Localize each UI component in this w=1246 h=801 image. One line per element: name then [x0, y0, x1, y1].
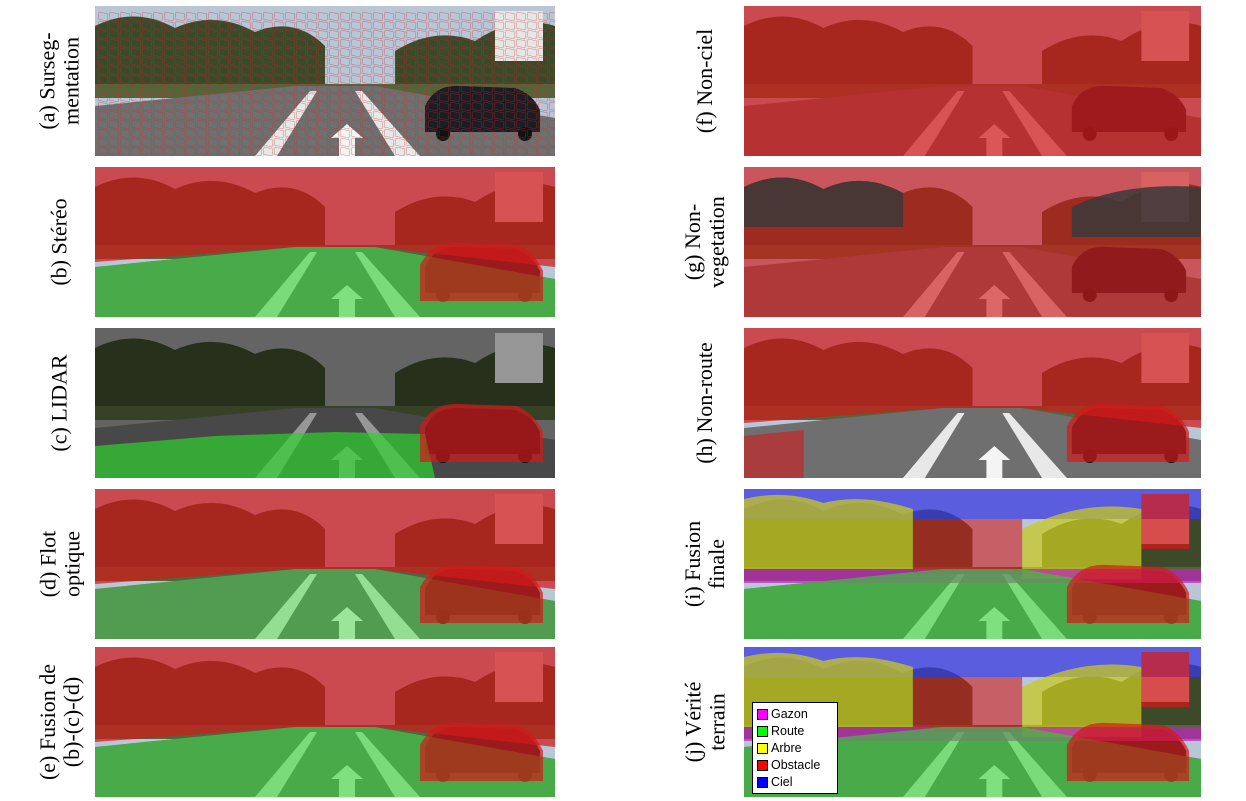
label-line: (h) Non-route	[692, 342, 718, 464]
panel-label: (c) LIDAR	[30, 328, 90, 478]
panel-label: (h) Non-route	[670, 328, 740, 478]
legend-swatch	[757, 726, 768, 737]
label-line: optique	[59, 531, 84, 597]
panel-label: (j) Vérité terrain	[670, 647, 740, 797]
legend-label: Gazon	[771, 707, 808, 721]
panel-label: (a) Surseg-mentation	[30, 6, 90, 156]
scene-image	[744, 167, 1201, 317]
panel-label: (b) Stéréo	[30, 167, 90, 317]
label-line: mentation	[59, 37, 85, 125]
scene-image	[95, 6, 555, 156]
panel-label: (i) Fusion finale	[670, 489, 740, 639]
panel-label: (g) Non-vegetation	[670, 167, 740, 317]
scene-image	[95, 647, 555, 797]
scene-image	[95, 489, 555, 639]
panel-label: (f) Non-ciel	[670, 6, 740, 156]
scene-image	[95, 328, 555, 478]
panel-label: (e) Fusion de (b)-(c)-(d)	[30, 647, 90, 797]
legend-label: Ciel	[771, 775, 793, 789]
legend-item: Route	[757, 723, 833, 740]
scene-image	[744, 328, 1201, 478]
label-line: (g) Non-	[680, 203, 706, 281]
scene-image	[95, 167, 555, 317]
label-line: (d) Flot	[35, 530, 60, 598]
label-line: (f) Non-ciel	[692, 28, 718, 134]
label-line: (e) Fusion de	[35, 663, 60, 781]
label-line: (i) Fusion	[680, 520, 705, 608]
label-line: terrain	[704, 693, 729, 751]
legend-label: Obstacle	[771, 758, 821, 772]
legend-item: Arbre	[757, 740, 833, 757]
label-line: (c) LIDAR	[47, 354, 73, 452]
legend-item: Gazon	[757, 706, 833, 723]
legend-swatch	[757, 760, 768, 771]
legend-label: Route	[771, 724, 805, 738]
legend-swatch	[757, 777, 768, 788]
legend-item: Obstacle	[757, 757, 833, 774]
label-line: vegetation	[704, 196, 730, 288]
legend-item: Ciel	[757, 774, 833, 791]
legend-swatch	[757, 743, 768, 754]
legend-swatch	[757, 709, 768, 720]
scene-image	[744, 489, 1201, 639]
label-line: (j) Vérité	[680, 681, 705, 763]
label-line: finale	[704, 538, 729, 590]
scene-image	[744, 6, 1201, 156]
legend: Gazon Route Arbre Obstacle Ciel	[752, 702, 838, 794]
label-line: (b)-(c)-(d)	[59, 676, 84, 768]
label-line: (b) Stéréo	[47, 198, 73, 286]
panel-label: (d) Flot optique	[30, 489, 90, 639]
legend-label: Arbre	[771, 741, 802, 755]
label-line: (a) Surseg-	[35, 32, 61, 130]
